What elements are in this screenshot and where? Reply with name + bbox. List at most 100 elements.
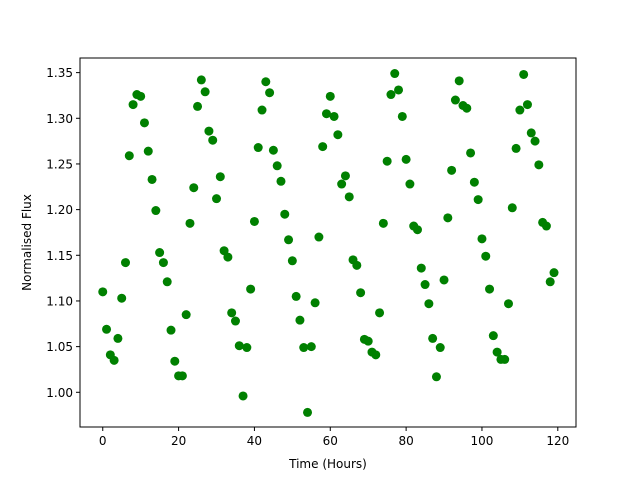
- y-tick-label: 1.35: [46, 66, 73, 80]
- x-tick-label: 0: [99, 434, 107, 448]
- data-point: [394, 85, 404, 95]
- data-point: [485, 284, 495, 294]
- data-point: [238, 391, 248, 401]
- data-point: [310, 298, 320, 308]
- data-point: [295, 315, 305, 325]
- data-point: [511, 143, 521, 153]
- data-point: [151, 206, 161, 216]
- data-point: [287, 256, 297, 266]
- x-tick-label: 20: [171, 434, 186, 448]
- data-point: [344, 192, 354, 202]
- data-point: [139, 118, 149, 128]
- data-point: [253, 143, 263, 153]
- data-point: [447, 165, 457, 175]
- data-point: [102, 324, 112, 334]
- data-point: [314, 232, 324, 242]
- data-point: [534, 160, 544, 170]
- data-point: [541, 221, 551, 231]
- data-point: [246, 284, 256, 294]
- data-point: [386, 90, 396, 100]
- data-point: [439, 275, 449, 285]
- data-point: [121, 258, 130, 268]
- data-point: [299, 343, 309, 353]
- data-point: [276, 176, 286, 186]
- y-axis-ticks: 1.00 1.05 1.10 1.15 1.20 1.25 1.30 1.35: [46, 66, 80, 400]
- data-point: [526, 128, 536, 138]
- data-point: [390, 69, 400, 79]
- data-point: [257, 105, 267, 115]
- data-point: [124, 151, 134, 161]
- data-point: [128, 100, 138, 110]
- data-point: [98, 287, 108, 297]
- data-point: [435, 343, 445, 353]
- data-point: [431, 372, 441, 382]
- data-point: [166, 325, 176, 335]
- x-axis-ticks: 0 20 40 60 80 100 120: [99, 427, 569, 448]
- x-tick-label: 40: [247, 434, 262, 448]
- data-point: [466, 148, 476, 158]
- data-point: [147, 174, 157, 184]
- data-point: [193, 101, 203, 111]
- data-point: [507, 203, 517, 213]
- data-point: [519, 69, 529, 79]
- data-point: [492, 347, 502, 357]
- x-tick-label: 100: [471, 434, 494, 448]
- data-point: [204, 126, 214, 136]
- y-tick-label: 1.15: [46, 249, 73, 263]
- data-point: [488, 331, 498, 341]
- data-points: [98, 69, 559, 417]
- x-tick-label: 80: [398, 434, 413, 448]
- data-point: [234, 341, 244, 351]
- data-point: [143, 146, 153, 156]
- data-point: [337, 179, 347, 189]
- data-point: [303, 407, 313, 417]
- data-point: [117, 293, 127, 303]
- data-point: [280, 209, 290, 219]
- data-point: [200, 87, 210, 97]
- data-point: [318, 142, 328, 152]
- data-point: [405, 179, 415, 189]
- data-point: [185, 218, 195, 228]
- data-point: [515, 105, 525, 115]
- data-point: [136, 91, 146, 101]
- x-axis-label: Time (Hours): [288, 457, 367, 471]
- data-point: [481, 251, 491, 261]
- data-point: [215, 172, 225, 182]
- data-point: [454, 76, 464, 86]
- data-point: [223, 252, 233, 262]
- data-point: [371, 350, 381, 360]
- data-point: [401, 154, 411, 164]
- data-point: [242, 343, 252, 353]
- data-point: [397, 111, 407, 121]
- data-point: [227, 308, 237, 318]
- y-tick-label: 1.00: [46, 386, 73, 400]
- data-point: [450, 95, 460, 105]
- data-point: [230, 316, 240, 326]
- y-tick-label: 1.25: [46, 157, 73, 171]
- data-point: [549, 268, 559, 278]
- data-point: [443, 213, 453, 223]
- data-point: [378, 218, 388, 228]
- x-tick-label: 120: [546, 434, 569, 448]
- data-point: [477, 234, 487, 244]
- data-point: [181, 310, 191, 320]
- data-point: [284, 235, 294, 245]
- data-point: [428, 333, 438, 343]
- data-point: [412, 225, 422, 235]
- data-point: [382, 156, 392, 166]
- data-point: [158, 258, 168, 268]
- data-point: [261, 77, 271, 87]
- x-tick-label: 60: [323, 434, 338, 448]
- data-point: [291, 291, 301, 301]
- data-point: [473, 195, 483, 205]
- data-point: [545, 277, 555, 287]
- data-point: [522, 100, 532, 110]
- data-point: [272, 161, 282, 171]
- data-point: [155, 248, 165, 258]
- y-tick-label: 1.30: [46, 112, 73, 126]
- data-point: [265, 88, 275, 98]
- data-point: [530, 136, 540, 146]
- data-point: [109, 355, 119, 365]
- data-point: [375, 308, 385, 318]
